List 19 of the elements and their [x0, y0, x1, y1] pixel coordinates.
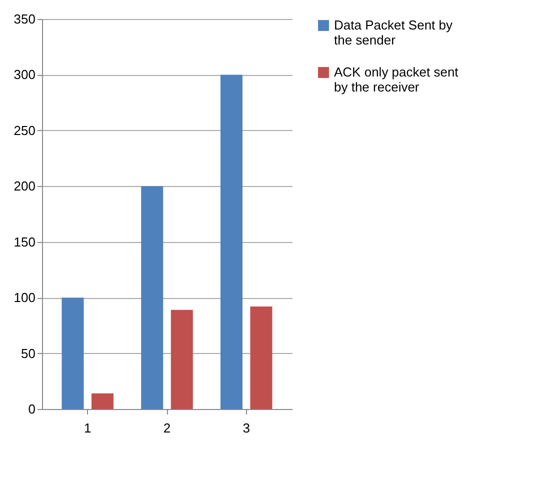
y-tick-label: 50 [21, 346, 36, 361]
legend-label: Data Packet Sent by the sender [334, 18, 454, 48]
bar [220, 74, 242, 409]
y-tick-label: 250 [14, 122, 36, 138]
y-tick-label: 100 [14, 290, 36, 306]
x-tick-label: 1 [84, 420, 92, 436]
y-tick-label: 350 [14, 12, 36, 26]
x-tick-label: 2 [163, 420, 171, 436]
y-tick-label: 300 [14, 67, 36, 82]
bar [62, 298, 84, 409]
legend-label: ACK only packet sent by the receiver [334, 64, 459, 94]
bar [141, 186, 164, 409]
x-tick-label: 3 [242, 420, 250, 436]
y-tick-label: 150 [14, 234, 36, 250]
bar [250, 306, 272, 409]
y-tick-label: 0 [28, 402, 36, 416]
y-tick-label: 200 [14, 178, 36, 194]
bar [92, 393, 114, 409]
bar [170, 310, 193, 409]
